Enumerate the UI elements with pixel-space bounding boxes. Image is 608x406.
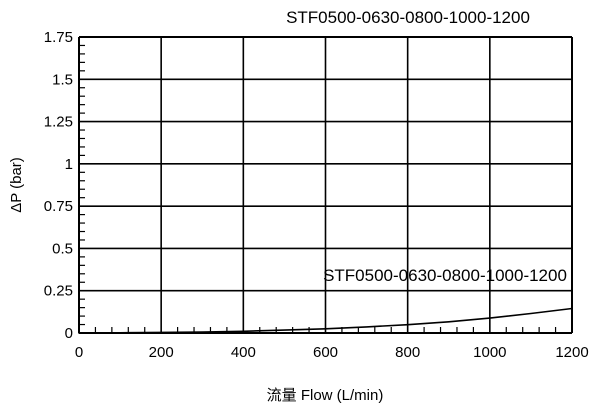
x-tick-label: 200 xyxy=(149,344,174,361)
x-tick-label: 800 xyxy=(395,344,420,361)
grid xyxy=(78,36,573,334)
x-tick-labels: 0 200 400 600 800 1000 1200 xyxy=(75,344,589,361)
y-tick-label: 0.75 xyxy=(44,198,73,215)
y-tick-label: 1 xyxy=(65,156,73,173)
y-tick-label: 1.5 xyxy=(52,71,73,88)
x-tick-label: 600 xyxy=(313,344,338,361)
chart-title: STF0500-0630-0800-1000-1200 xyxy=(286,8,530,27)
x-tick-label: 1000 xyxy=(473,344,506,361)
series-layer xyxy=(78,307,573,334)
y-tick-label: 0.5 xyxy=(52,240,73,257)
x-tick-label: 1200 xyxy=(555,344,588,361)
x-tick-label: 400 xyxy=(231,344,256,361)
minor-ticks xyxy=(79,44,557,333)
y-tick-label: 0.25 xyxy=(44,283,73,300)
y-tick-label: 1.75 xyxy=(44,29,73,46)
y-tick-label: 0 xyxy=(65,325,73,342)
x-axis-label: 流量 Flow (L/min) xyxy=(267,387,384,404)
x-tick-label: 0 xyxy=(75,344,83,361)
series-line xyxy=(78,307,573,334)
series-label: STF0500-0630-0800-1000-1200 xyxy=(323,266,567,285)
y-axis-label: ΔP (bar) xyxy=(8,157,25,213)
y-tick-label: 1.25 xyxy=(44,114,73,131)
y-tick-labels: 0 0.25 0.5 0.75 1 1.25 1.5 1.75 xyxy=(44,29,73,342)
